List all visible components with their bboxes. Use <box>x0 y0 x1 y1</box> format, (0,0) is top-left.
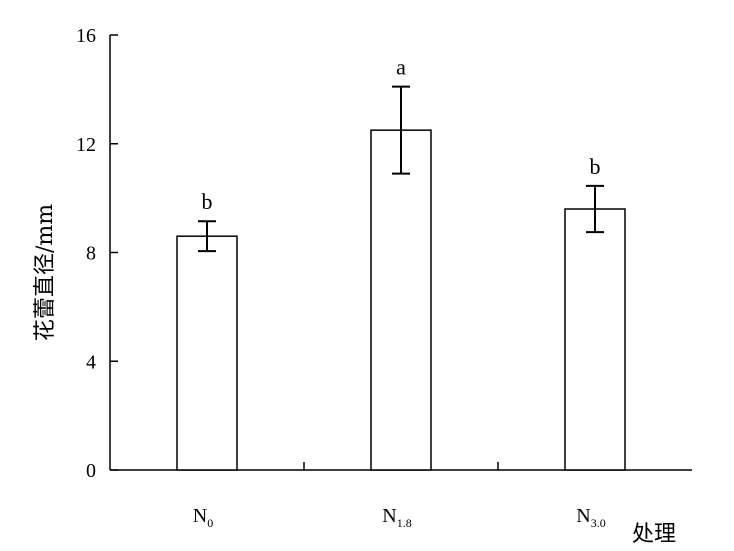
category-labels: N0 N1.8 N3.0 <box>193 505 606 530</box>
error-bar <box>586 184 604 234</box>
category-label-base: N <box>382 505 396 527</box>
category-label: N1.8 <box>382 505 411 530</box>
category-label: N3.0 <box>576 505 605 530</box>
error-bar <box>392 85 410 175</box>
significance-letters: b a b <box>202 55 601 215</box>
y-tick-label: 8 <box>86 243 96 265</box>
category-label: N0 <box>193 505 213 530</box>
error-bars <box>198 85 604 253</box>
significance-letter: b <box>202 189 213 214</box>
y-axis-ticks: 0 4 8 12 16 <box>76 25 118 482</box>
y-tick-label: 16 <box>76 25 96 47</box>
category-label-subscript: 0 <box>207 516 213 530</box>
category-label-base: N <box>576 505 590 527</box>
bar <box>370 129 432 471</box>
y-tick-label: 4 <box>86 351 96 373</box>
y-tick-label: 0 <box>86 460 96 482</box>
significance-letter: b <box>590 154 601 179</box>
x-axis-title: 处理 <box>632 522 676 547</box>
y-tick-label: 12 <box>76 134 96 156</box>
significance-letter: a <box>396 55 406 80</box>
x-axis-ticks <box>303 462 499 470</box>
category-label-subscript: 1.8 <box>397 516 412 530</box>
error-bar <box>198 220 216 253</box>
bar <box>176 235 238 471</box>
y-axis-title: 花蕾直径/mm <box>33 204 58 341</box>
category-label-base: N <box>193 505 207 527</box>
bars <box>176 129 626 471</box>
category-label-subscript: 3.0 <box>591 516 606 530</box>
bar <box>564 208 626 471</box>
